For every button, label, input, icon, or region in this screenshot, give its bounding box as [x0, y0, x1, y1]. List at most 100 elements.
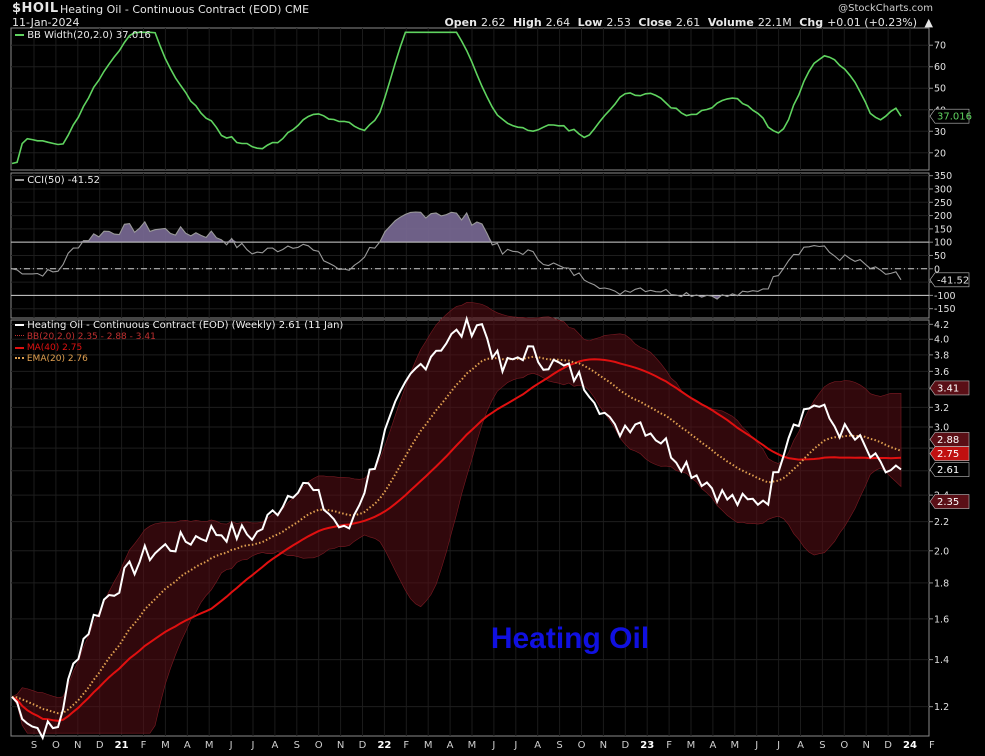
x-tick-label: A — [447, 740, 454, 751]
x-tick-label: O — [52, 740, 60, 751]
price-tag-3-41-bg — [929, 380, 970, 396]
x-tick-label: D — [96, 740, 104, 751]
bbwidth-value-tag-text: 37.016 — [937, 112, 972, 123]
x-tick-label: N — [862, 740, 869, 751]
cci-legend-swatch — [15, 179, 24, 181]
price-tag-2-88-bg — [929, 432, 970, 447]
cci-legend-text: CCI(50) -41.52 — [27, 175, 101, 186]
x-tick-label: J — [229, 740, 233, 751]
title-block: Heating Oil - Continuous Contract (EOD) … — [60, 3, 309, 16]
x-tick-label: D — [884, 740, 892, 751]
chg-label: Chg — [799, 16, 824, 29]
volume-label: Volume — [707, 16, 754, 29]
stockcharts-watermark: @StockCharts.com — [838, 3, 933, 14]
price-tick-label: 2.2 — [934, 517, 949, 528]
panel-frame-2 — [10, 172, 930, 319]
bbwidth-tick-label: 20 — [934, 148, 946, 159]
price-tick-label: 1.6 — [934, 614, 949, 625]
price-tick-label: 3.2 — [934, 403, 949, 414]
bb-legend: BB(20,2.0) 2.35 - 2.88 - 3.41 — [15, 332, 156, 342]
x-tick-label: N — [600, 740, 607, 751]
ma-legend-swatch — [15, 346, 24, 349]
x-tick-label: D — [621, 740, 629, 751]
ema-legend-text: EMA(20) 2.76 — [26, 354, 88, 364]
cci-tick-label: 300 — [934, 184, 952, 195]
x-tick-label: 21 — [115, 740, 129, 751]
cci-value-tag-bg — [929, 272, 970, 288]
heating-oil-annotation: Heating Oil — [491, 622, 649, 655]
x-tick-label: M — [468, 740, 477, 751]
cci-tick-label: -150 — [934, 304, 956, 315]
x-tick-label: D — [359, 740, 367, 751]
cci-value-tag: -41.52 — [929, 272, 970, 288]
price-legend-text: Heating Oil - Continuous Contract (EOD) … — [27, 320, 344, 331]
bbwidth-tick-label: 50 — [934, 84, 946, 95]
x-tick-label: F — [666, 740, 672, 751]
x-tick-label: M — [205, 740, 214, 751]
price-tag-2-75-text: 2.75 — [937, 449, 959, 460]
price-tag-2-61-bg — [929, 462, 970, 477]
x-tick-label: A — [271, 740, 278, 751]
price-tag-3-41-text: 3.41 — [937, 383, 959, 394]
x-tick-label: A — [184, 740, 191, 751]
price-line — [11, 315, 902, 741]
bbwidth-legend-text: BB Width(20,2.0) 37.016 — [27, 30, 151, 41]
bbwidth-tick-label: 30 — [934, 127, 946, 138]
price-tag-3-41: 3.41 — [929, 380, 970, 396]
x-tick-label: O — [578, 740, 586, 751]
x-tick-label: A — [534, 740, 541, 751]
x-tick-label: S — [31, 740, 37, 751]
ma-legend: MA(40) 2.75 — [15, 343, 82, 353]
price-tick-label: 1.2 — [934, 702, 949, 713]
x-tick-label: J — [513, 740, 517, 751]
x-tick-label: J — [251, 740, 255, 751]
x-tick-label: F — [929, 740, 935, 751]
price-tag-2-61-text: 2.61 — [937, 465, 959, 476]
symbol: $HOIL — [12, 1, 59, 16]
price-legend-swatch — [15, 324, 24, 326]
x-tick-label: M — [424, 740, 433, 751]
up-triangle-icon: ▲ — [924, 16, 933, 29]
x-tick-label: 22 — [377, 740, 391, 751]
x-tick-label: 24 — [903, 740, 917, 751]
open-value: 2.62 — [480, 16, 506, 29]
cci-line — [11, 211, 902, 300]
x-tick-label: O — [840, 740, 848, 751]
volume-value: 22.1M — [757, 16, 792, 29]
cci-tick-label: 350 — [934, 171, 952, 182]
price-legend-1: Heating Oil - Continuous Contract (EOD) … — [15, 320, 343, 331]
x-tick-label: O — [315, 740, 323, 751]
price-tag-2-75: 2.75 — [929, 446, 970, 461]
cci-tick-label: 150 — [934, 224, 952, 235]
bbwidth-legend-swatch — [15, 34, 24, 36]
cci-legend: CCI(50) -41.52 — [15, 175, 100, 186]
high-label: High — [512, 16, 542, 29]
x-tick-label: A — [797, 740, 804, 751]
ma40-line — [11, 358, 902, 722]
x-tick-label: J — [754, 740, 758, 751]
price-tick-label: 1.4 — [934, 655, 949, 666]
x-tick-label: S — [819, 740, 825, 751]
x-tick-label: J — [491, 740, 495, 751]
panel-frame-1 — [10, 27, 930, 171]
x-tick-label: N — [337, 740, 344, 751]
exchange-label: CME — [284, 3, 310, 16]
price-tag-2-88-text: 2.88 — [937, 435, 959, 446]
price-tag-2-88: 2.88 — [929, 432, 970, 447]
x-tick-label: F — [141, 740, 147, 751]
bbwidth-value-tag-bg — [929, 108, 970, 124]
bb-legend-text: BB(20,2.0) 2.35 - 2.88 - 3.41 — [26, 332, 156, 342]
cci-tick-label: 100 — [934, 238, 952, 249]
x-tick-label: J — [776, 740, 780, 751]
bbwidth-legend: BB Width(20,2.0) 37.016 — [15, 30, 151, 41]
cci-tick-label: 0 — [934, 264, 940, 275]
price-tick-label: 4.0 — [934, 335, 949, 346]
cci-tick-label: 250 — [934, 198, 952, 209]
price-tag-2-35-bg — [929, 494, 970, 509]
bbwidth-line — [11, 31, 902, 165]
price-tick-label: 3.6 — [934, 367, 949, 378]
price-tick-label: 1.8 — [934, 578, 949, 589]
instrument-title: Heating Oil - Continuous Contract (EOD) — [60, 3, 282, 16]
cci-overbought-fill — [12, 211, 901, 243]
